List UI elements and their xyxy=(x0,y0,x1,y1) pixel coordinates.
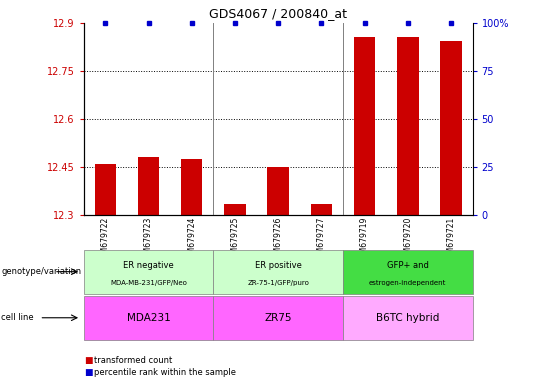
Text: ER positive: ER positive xyxy=(255,261,301,270)
Text: ■: ■ xyxy=(84,356,92,365)
Text: ER negative: ER negative xyxy=(123,261,174,270)
Title: GDS4067 / 200840_at: GDS4067 / 200840_at xyxy=(209,7,347,20)
Bar xyxy=(181,159,202,215)
Text: cell line: cell line xyxy=(1,313,33,322)
Bar xyxy=(94,164,116,215)
Bar xyxy=(224,204,246,215)
Text: GFP+ and: GFP+ and xyxy=(387,261,429,270)
Text: percentile rank within the sample: percentile rank within the sample xyxy=(94,368,237,377)
Bar xyxy=(397,38,418,215)
Text: genotype/variation: genotype/variation xyxy=(1,267,81,276)
Text: transformed count: transformed count xyxy=(94,356,173,365)
Text: MDA-MB-231/GFP/Neo: MDA-MB-231/GFP/Neo xyxy=(110,280,187,286)
Text: ZR-75-1/GFP/puro: ZR-75-1/GFP/puro xyxy=(247,280,309,286)
Text: estrogen-independent: estrogen-independent xyxy=(369,280,447,286)
Bar xyxy=(310,204,332,215)
Text: ■: ■ xyxy=(84,368,92,377)
Text: B6TC hybrid: B6TC hybrid xyxy=(376,313,440,323)
Text: ZR75: ZR75 xyxy=(265,313,292,323)
Bar xyxy=(440,41,462,215)
Bar xyxy=(354,38,375,215)
Bar xyxy=(267,167,289,215)
Text: MDA231: MDA231 xyxy=(126,313,171,323)
Bar xyxy=(138,157,159,215)
